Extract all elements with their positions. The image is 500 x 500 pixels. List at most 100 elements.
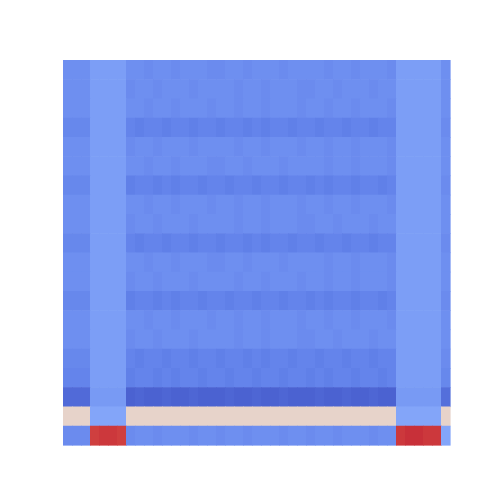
heatmap-cell xyxy=(207,330,217,350)
heatmap-cell xyxy=(270,426,280,446)
heatmap-cell xyxy=(189,214,199,234)
heatmap-cell xyxy=(423,118,433,138)
heatmap-cell xyxy=(90,291,100,311)
heatmap-cell xyxy=(387,310,397,330)
heatmap-cell xyxy=(171,310,181,330)
heatmap-cell xyxy=(117,253,127,273)
heatmap-cell xyxy=(72,233,82,253)
heatmap-cell xyxy=(261,387,271,407)
heatmap-cell xyxy=(90,79,100,99)
heatmap-cell xyxy=(351,272,361,292)
heatmap-cell xyxy=(189,137,199,157)
heatmap-cell xyxy=(243,407,253,427)
heatmap-cell xyxy=(72,349,82,369)
heatmap-cell xyxy=(324,156,334,176)
heatmap-cell xyxy=(180,368,190,388)
heatmap-cell xyxy=(441,214,451,234)
heatmap-cell xyxy=(279,233,289,253)
heatmap-cell xyxy=(243,310,253,330)
heatmap-cell xyxy=(117,349,127,369)
heatmap-cell xyxy=(108,60,118,80)
heatmap-cell xyxy=(270,368,280,388)
heatmap-cell xyxy=(315,291,325,311)
heatmap-cell xyxy=(63,214,73,234)
heatmap-cell xyxy=(441,60,451,80)
heatmap-cell xyxy=(216,60,226,80)
heatmap-cell xyxy=(90,426,100,446)
heatmap-cell xyxy=(108,233,118,253)
heatmap-cell xyxy=(180,195,190,215)
heatmap-cell xyxy=(207,79,217,99)
heatmap-cell xyxy=(171,176,181,196)
heatmap-cell xyxy=(405,368,415,388)
heatmap-cell xyxy=(207,156,217,176)
heatmap-cell xyxy=(279,137,289,157)
heatmap-cell xyxy=(315,310,325,330)
heatmap-cell xyxy=(333,60,343,80)
heatmap-cell xyxy=(225,60,235,80)
heatmap-cell xyxy=(198,214,208,234)
heatmap-cell xyxy=(162,330,172,350)
heatmap-cell xyxy=(198,291,208,311)
heatmap-cell xyxy=(351,137,361,157)
heatmap-cell xyxy=(288,214,298,234)
heatmap-cell xyxy=(99,330,109,350)
heatmap-cell xyxy=(153,233,163,253)
heatmap-cell xyxy=(342,349,352,369)
heatmap-cell xyxy=(126,79,136,99)
heatmap-cell xyxy=(261,330,271,350)
heatmap-cell xyxy=(279,407,289,427)
heatmap-cell xyxy=(270,387,280,407)
heatmap-cell xyxy=(378,118,388,138)
heatmap-cell xyxy=(126,214,136,234)
heatmap-cell xyxy=(324,195,334,215)
heatmap-cell xyxy=(414,118,424,138)
heatmap-cell xyxy=(369,118,379,138)
heatmap-cell xyxy=(369,233,379,253)
heatmap-cell xyxy=(315,214,325,234)
heatmap-cell xyxy=(117,310,127,330)
heatmap-cell xyxy=(198,349,208,369)
heatmap-cell xyxy=(162,291,172,311)
heatmap-cell xyxy=(432,349,442,369)
heatmap-cell xyxy=(396,233,406,253)
heatmap-cell xyxy=(333,176,343,196)
heatmap-cell xyxy=(396,79,406,99)
heatmap-cell xyxy=(288,291,298,311)
heatmap-cell xyxy=(396,330,406,350)
heatmap-cell xyxy=(189,349,199,369)
heatmap-cell xyxy=(243,330,253,350)
heatmap-cell xyxy=(432,330,442,350)
heatmap-cell xyxy=(378,368,388,388)
heatmap-cell xyxy=(288,426,298,446)
heatmap-cell xyxy=(189,79,199,99)
heatmap-cell xyxy=(126,195,136,215)
heatmap-cell xyxy=(324,137,334,157)
heatmap-cell xyxy=(270,118,280,138)
heatmap-cell xyxy=(423,79,433,99)
heatmap-cell xyxy=(387,137,397,157)
heatmap-cell xyxy=(369,330,379,350)
heatmap-cell xyxy=(432,214,442,234)
heatmap-cell xyxy=(351,310,361,330)
heatmap-cell xyxy=(405,195,415,215)
heatmap-cell xyxy=(405,79,415,99)
heatmap-cell xyxy=(108,387,118,407)
heatmap-cell xyxy=(342,426,352,446)
heatmap-cell xyxy=(216,253,226,273)
heatmap-cell xyxy=(351,291,361,311)
heatmap-cell xyxy=(117,60,127,80)
heatmap-cell xyxy=(396,387,406,407)
heatmap-cell xyxy=(423,310,433,330)
heatmap-cell xyxy=(315,368,325,388)
heatmap-cell xyxy=(315,137,325,157)
heatmap-cell xyxy=(207,407,217,427)
heatmap-cell xyxy=(342,99,352,119)
heatmap-cell xyxy=(288,233,298,253)
heatmap-cell xyxy=(162,195,172,215)
heatmap-cell xyxy=(207,387,217,407)
heatmap-cell xyxy=(432,310,442,330)
heatmap-cell xyxy=(189,253,199,273)
heatmap-cell xyxy=(90,368,100,388)
heatmap-cell xyxy=(216,426,226,446)
